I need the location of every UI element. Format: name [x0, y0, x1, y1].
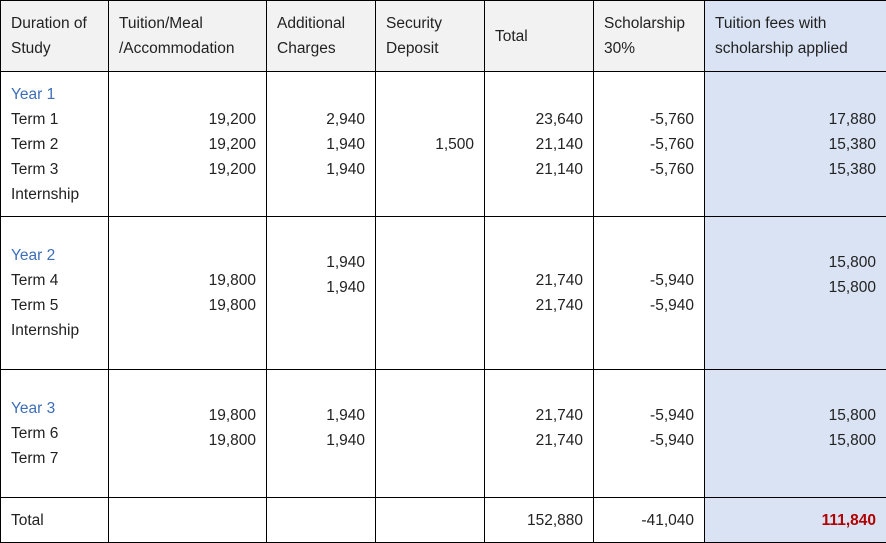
year-2-row: Year 2 Term 4 Term 5 Internship 19,800 1…: [1, 217, 886, 370]
total-security: [376, 498, 485, 543]
year-3-scholarship: -5,940 -5,940: [594, 370, 705, 498]
year-3-additional: 1,940 1,940: [267, 370, 376, 498]
year-1-applied: 17,880 15,380 15,380: [705, 72, 886, 217]
total-applied: 111,840: [705, 498, 886, 543]
year-3-tuition: 19,800 19,800: [109, 370, 267, 498]
year-2-security: [376, 217, 485, 370]
total-sum: 152,880: [485, 498, 594, 543]
year-3-terms: Year 3 Term 6 Term 7: [1, 370, 109, 498]
year-2-additional: 1,940 1,940: [267, 217, 376, 370]
year-3-applied: 15,800 15,800: [705, 370, 886, 498]
year-1-total: 23,640 21,140 21,140: [485, 72, 594, 217]
total-row: Total 152,880 -41,040 111,840: [1, 498, 886, 543]
year-3-total: 21,740 21,740: [485, 370, 594, 498]
header-duration: Duration of Study: [1, 1, 109, 72]
year-2-tuition: 19,800 19,800: [109, 217, 267, 370]
year-2-scholarship: -5,940 -5,940: [594, 217, 705, 370]
header-row: Duration of Study Tuition/Meal /Accommod…: [1, 1, 886, 72]
year-1-row: Year 1 Term 1 Term 2 Term 3 Internship 1…: [1, 72, 886, 217]
header-tuition: Tuition/Meal /Accommodation: [109, 1, 267, 72]
year-1-terms: Year 1 Term 1 Term 2 Term 3 Internship: [1, 72, 109, 217]
year-2-terms: Year 2 Term 4 Term 5 Internship: [1, 217, 109, 370]
year-label: Year 2: [11, 243, 98, 268]
year-3-security: [376, 370, 485, 498]
year-label: Year 1: [11, 82, 98, 107]
year-1-scholarship: -5,760 -5,760 -5,760: [594, 72, 705, 217]
year-3-row: Year 3 Term 6 Term 7 19,800 19,800 1,940…: [1, 370, 886, 498]
year-2-total: 21,740 21,740: [485, 217, 594, 370]
year-label: Year 3: [11, 396, 98, 421]
year-1-tuition: 19,200 19,200 19,200: [109, 72, 267, 217]
total-label: Total: [1, 498, 109, 543]
year-1-security: 1,500: [376, 72, 485, 217]
year-2-applied: 15,800 15,800: [705, 217, 886, 370]
header-scholarship: Scholarship 30%: [594, 1, 705, 72]
header-additional: Additional Charges: [267, 1, 376, 72]
header-security: Security Deposit: [376, 1, 485, 72]
total-tuition: [109, 498, 267, 543]
total-additional: [267, 498, 376, 543]
header-total: Total: [485, 1, 594, 72]
total-scholarship: -41,040: [594, 498, 705, 543]
grand-total-value: 111,840: [822, 512, 876, 529]
year-1-additional: 2,940 1,940 1,940: [267, 72, 376, 217]
header-applied: Tuition fees with scholarship applied: [705, 1, 886, 72]
